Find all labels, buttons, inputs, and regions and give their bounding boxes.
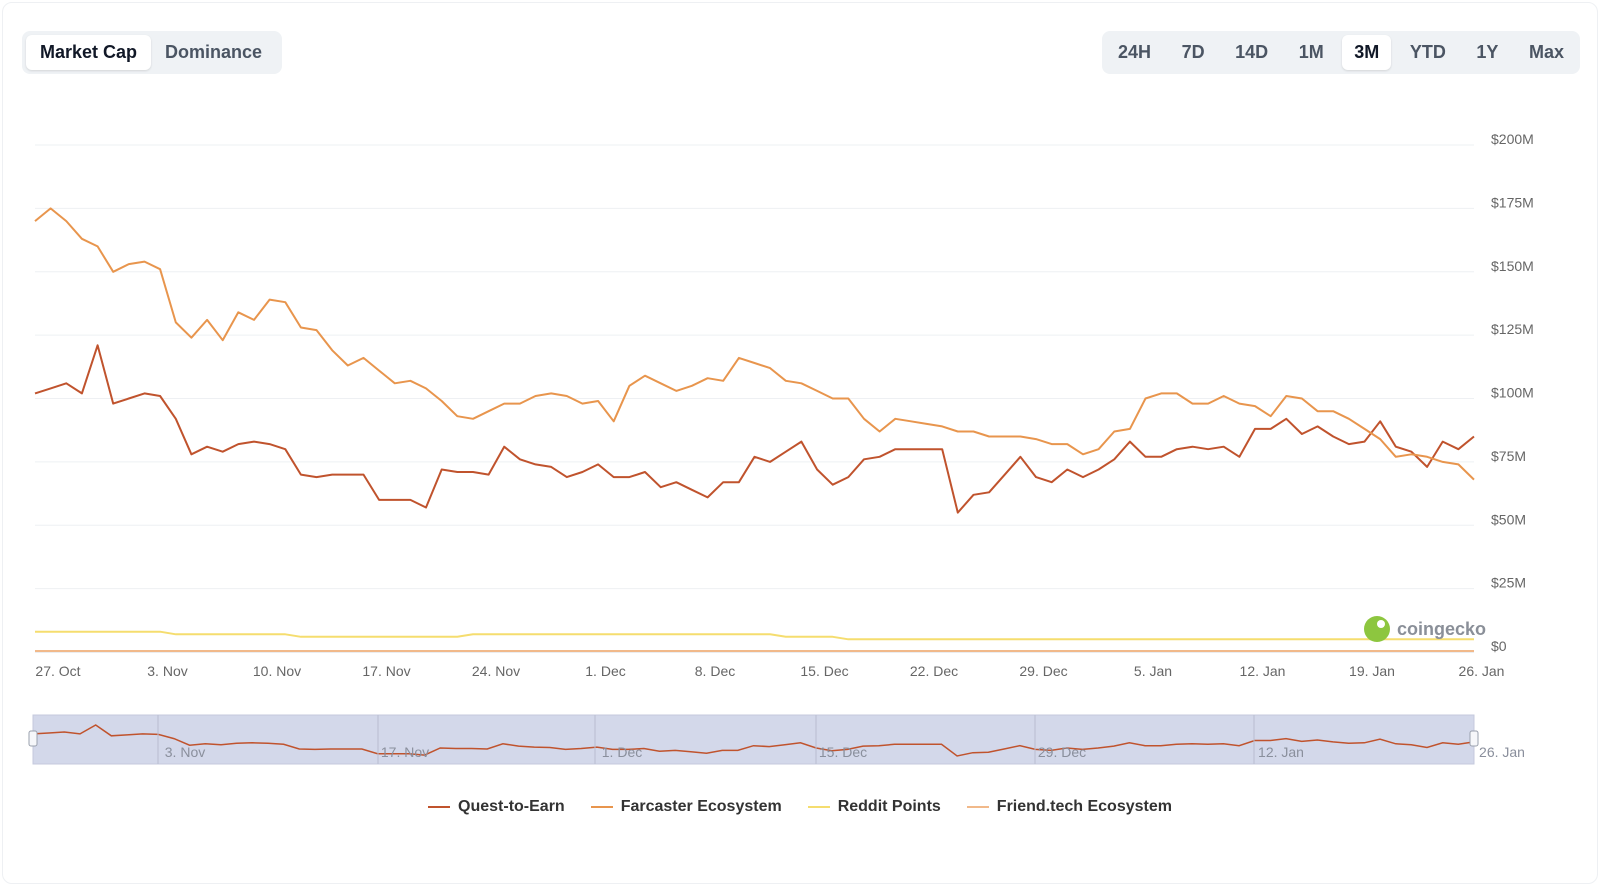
legend-label: Reddit Points [837, 798, 941, 815]
legend-swatch-icon [590, 806, 613, 808]
legend-label: Friend.tech Ecosystem [996, 798, 1172, 815]
tab-dominance[interactable]: Dominance [165, 42, 263, 62]
legend-label: Farcaster Ecosystem [620, 798, 782, 815]
range-toggle: 24H 7D 14D 1M 3M YTD 1Y Max [1102, 31, 1580, 74]
range-1m[interactable]: 1M [1298, 42, 1324, 62]
range-ytd[interactable]: YTD [1409, 42, 1446, 62]
range-3m[interactable]: 3M [1342, 35, 1392, 70]
tab-market-cap[interactable]: Market Cap [26, 35, 152, 70]
legend-item-farcaster-ecosystem[interactable]: Farcaster Ecosystem [590, 798, 782, 816]
chart-legend: Quest-to-Earn Farcaster Ecosystem Reddit… [0, 798, 1600, 816]
range-max[interactable]: Max [1528, 42, 1564, 62]
legend-item-quest-to-earn[interactable]: Quest-to-Earn [428, 798, 565, 816]
range-14d[interactable]: 14D [1235, 42, 1269, 62]
legend-label: Quest-to-Earn [458, 798, 565, 815]
range-24h[interactable]: 24H [1118, 42, 1152, 62]
legend-swatch-icon [966, 806, 989, 808]
range-1y[interactable]: 1Y [1476, 42, 1499, 62]
range-7d[interactable]: 7D [1181, 42, 1205, 62]
legend-item-reddit-points[interactable]: Reddit Points [807, 798, 941, 816]
metric-toggle: Market Cap Dominance [22, 31, 282, 74]
legend-item-friend-tech-ecosystem[interactable]: Friend.tech Ecosystem [966, 798, 1172, 816]
legend-swatch-icon [807, 806, 830, 808]
legend-swatch-icon [428, 806, 451, 808]
